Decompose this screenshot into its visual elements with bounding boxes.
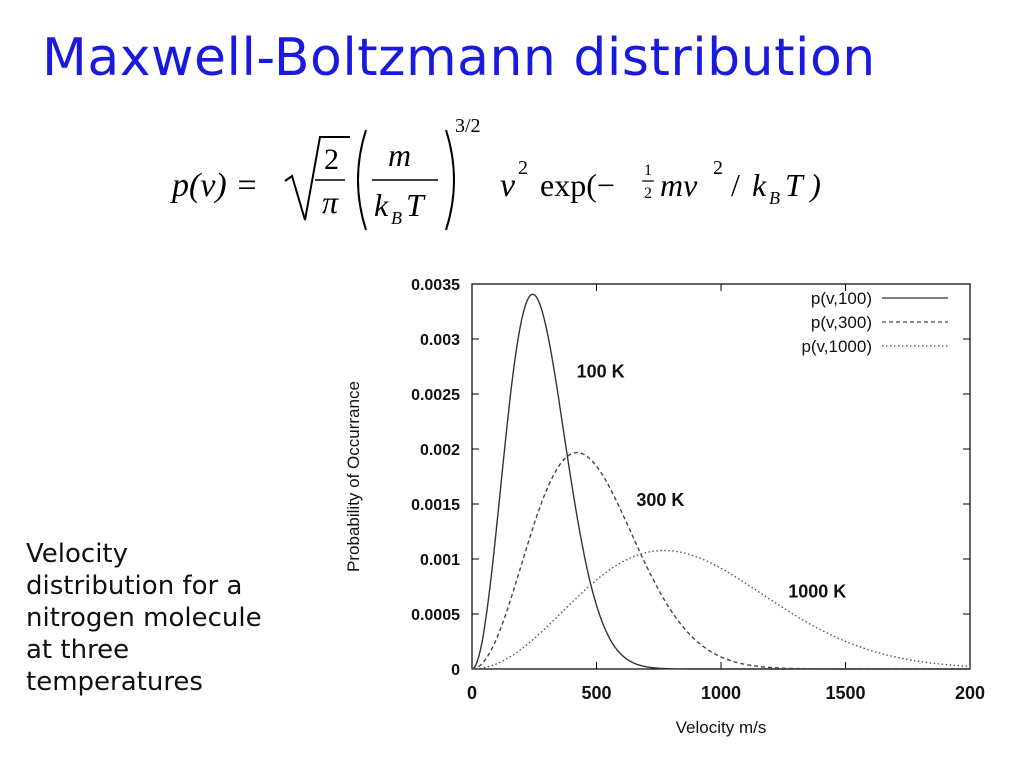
series-line	[471, 451, 970, 670]
caption-line: Velocity	[26, 539, 128, 569]
caption-line: nitrogen molecule	[26, 603, 262, 633]
curve-annotation: 300 K	[636, 490, 684, 510]
series-line	[471, 293, 970, 670]
y-tick-label: 0	[451, 662, 460, 679]
legend-entry: p(v,300)	[811, 313, 872, 332]
x-tick-label: 500	[581, 683, 611, 703]
y-tick-label: 0.003	[420, 332, 460, 349]
x-tick-label: 0	[467, 683, 477, 703]
y-tick-label: 0.001	[420, 552, 460, 569]
y-tick-label: 0.002	[420, 442, 460, 459]
plot-frame	[471, 283, 971, 670]
legend-entry: p(v,100)	[811, 289, 872, 308]
x-tick-label: 1000	[701, 683, 741, 703]
y-tick-label: 0.0035	[411, 277, 460, 294]
series-line	[472, 549, 970, 670]
y-tick-label: 0.0015	[411, 497, 460, 514]
y-tick-label: 0.0005	[411, 607, 460, 624]
caption-line: at three	[26, 635, 130, 665]
x-axis-label: Velocity m/s	[676, 718, 767, 737]
y-axis-label: Probability of Occurrance	[344, 381, 363, 572]
x-tick-label: 200	[955, 683, 985, 703]
x-tick-label: 1500	[825, 683, 865, 703]
caption-line: temperatures	[26, 667, 203, 697]
legend-entry: p(v,1000)	[801, 337, 872, 356]
caption-line: distribution for a	[26, 571, 243, 601]
figure-caption: Velocity distribution for a nitrogen mol…	[26, 538, 316, 698]
y-tick-label: 0.0025	[411, 387, 460, 404]
curve-annotation: 1000 K	[788, 582, 846, 602]
slide-title: Maxwell-Boltzmann distribution	[42, 28, 876, 88]
curve-annotation: 100 K	[577, 362, 625, 382]
